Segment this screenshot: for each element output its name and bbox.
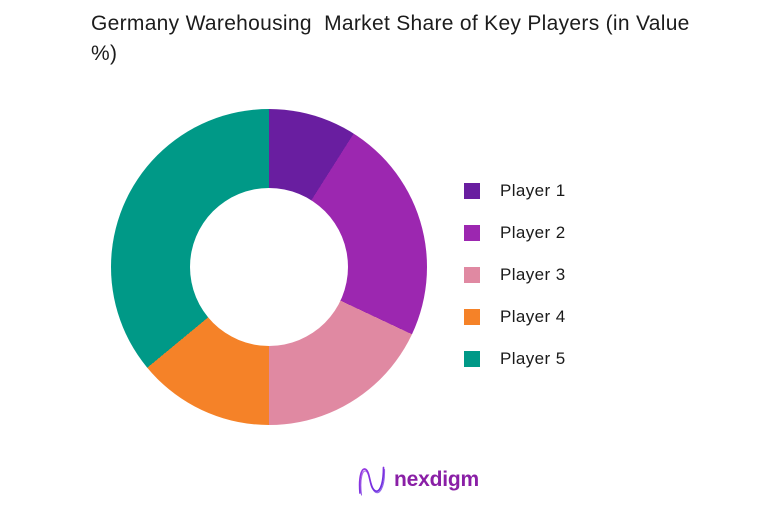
legend-item: Player 5 (464, 349, 566, 368)
legend-item: Player 1 (464, 181, 566, 200)
legend-swatch (464, 309, 480, 325)
legend-swatch (464, 225, 480, 241)
legend-label: Player 2 (500, 223, 566, 242)
brand-logo: nexdigm (356, 462, 479, 497)
donut-chart (111, 109, 427, 425)
legend-swatch (464, 183, 480, 199)
chart-title: Germany Warehousing Market Share of Key … (91, 12, 690, 65)
legend-item: Player 3 (464, 265, 566, 284)
legend-label: Player 1 (500, 181, 566, 200)
legend: Player 1 Player 2 Player 3 Player 4 Play… (464, 181, 566, 393)
legend-label: Player 3 (500, 265, 566, 284)
legend-swatch (464, 351, 480, 367)
legend-label: Player 5 (500, 349, 566, 368)
brand-name: nexdigm (394, 467, 479, 491)
donut-hole (190, 188, 348, 346)
legend-label: Player 4 (500, 307, 566, 326)
legend-swatch (464, 267, 480, 283)
legend-item: Player 4 (464, 307, 566, 326)
legend-item: Player 2 (464, 223, 566, 242)
nexdigm-logo-icon (358, 466, 386, 496)
